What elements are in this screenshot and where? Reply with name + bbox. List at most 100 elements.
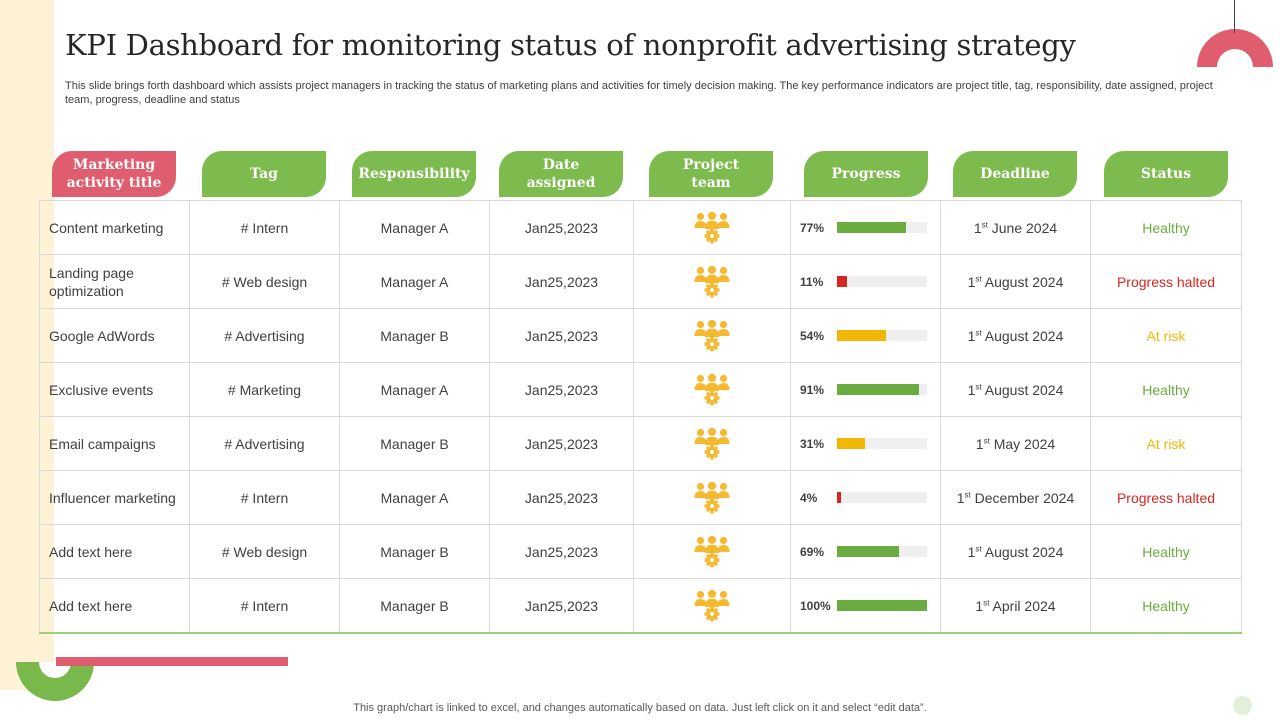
status-cell: Progress halted — [1090, 470, 1242, 525]
activity-title: Landing page optimization — [49, 264, 134, 299]
progress-indicator: 69% — [791, 525, 940, 578]
deadline-day: 1 — [967, 327, 976, 344]
progress-track — [837, 330, 927, 341]
activity-title: Content marketing — [49, 219, 164, 236]
responsibility-cell: Manager A — [339, 200, 490, 255]
progress-bar-fill — [837, 384, 919, 395]
responsibility-text: Manager B — [380, 597, 449, 614]
progress-cell: 69% — [790, 524, 941, 579]
header-title-label: Marketing activity title — [52, 151, 176, 197]
responsibility-cell: Manager A — [339, 254, 490, 309]
progress-indicator: 100% — [791, 579, 940, 632]
progress-track — [837, 384, 927, 395]
tag-cell: # Web design — [189, 524, 340, 579]
deadline-day: 1 — [967, 543, 976, 560]
deadline-text: 1st May 2024 — [976, 436, 1055, 452]
team-gear-icon — [694, 427, 730, 459]
deadline-ordinal: st — [964, 489, 971, 499]
deadline-cell: 1st August 2024 — [940, 308, 1091, 363]
deadline-cell: 1st August 2024 — [940, 254, 1091, 309]
date-cell: Jan25,2023 — [489, 524, 634, 579]
responsibility-cell: Manager A — [339, 362, 490, 417]
responsibility-text: Manager A — [380, 273, 449, 290]
progress-cell: 54% — [790, 308, 941, 363]
deadline-month-year: August 2024 — [981, 381, 1064, 398]
responsibility-text: Manager B — [380, 327, 449, 344]
activity-title-cell: Google AdWords — [39, 308, 190, 363]
activity-title-cell: Content marketing — [39, 200, 190, 255]
responsibility-text: Manager B — [380, 435, 449, 452]
deadline-month-year: April 2024 — [989, 597, 1056, 614]
deadline-month-year: August 2024 — [981, 543, 1064, 560]
progress-track — [837, 222, 927, 233]
progress-bar-fill — [837, 438, 865, 449]
table-row: Influencer marketing # Intern Manager A … — [39, 470, 1242, 525]
deadline-cell: 1st August 2024 — [940, 362, 1091, 417]
status-cell: Progress halted — [1090, 254, 1242, 309]
date-text: Jan25,2023 — [524, 327, 599, 344]
status-text: Progress halted — [1116, 489, 1216, 506]
progress-cell: 4% — [790, 470, 941, 525]
progress-indicator: 54% — [791, 309, 940, 362]
date-cell: Jan25,2023 — [489, 254, 634, 309]
vertical-line-decor — [1234, 0, 1235, 33]
deadline-day: 1 — [975, 435, 984, 452]
table-row: Exclusive events # Marketing Manager A J… — [39, 362, 1242, 417]
status-cell: Healthy — [1090, 578, 1242, 634]
deadline-cell: 1st December 2024 — [940, 470, 1091, 525]
progress-percent: 11% — [800, 274, 824, 289]
activity-title: Email campaigns — [49, 435, 156, 452]
team-cell — [633, 470, 791, 525]
status-text: Healthy — [1142, 219, 1190, 236]
activity-title-cell: Add text here — [39, 578, 190, 634]
progress-bar-fill — [837, 600, 927, 611]
activity-title-cell: Landing page optimization — [39, 254, 190, 309]
green-semicircle-decor — [16, 662, 94, 701]
deadline-month-year: June 2024 — [987, 219, 1058, 236]
responsibility-cell: Manager A — [339, 470, 490, 525]
tag-cell: # Web design — [189, 254, 340, 309]
progress-percent: 100% — [800, 598, 831, 613]
tag-text: # Web design — [221, 273, 308, 290]
header-deadline-label: Deadline — [953, 151, 1077, 197]
progress-indicator: 4% — [791, 471, 940, 524]
deadline-text: 1st August 2024 — [968, 544, 1064, 560]
date-text: Jan25,2023 — [524, 489, 599, 506]
status-text: Healthy — [1142, 543, 1190, 560]
deadline-month-year: May 2024 — [989, 435, 1056, 452]
team-gear-icon — [694, 211, 730, 243]
activity-title-cell: Exclusive events — [39, 362, 190, 417]
progress-bar-fill — [837, 330, 886, 341]
team-gear-icon — [694, 373, 730, 405]
progress-bar-fill — [837, 276, 847, 287]
header-date-label: Date assigned — [499, 151, 623, 197]
progress-indicator: 91% — [791, 363, 940, 416]
progress-indicator: 11% — [791, 255, 940, 308]
progress-percent: 77% — [800, 220, 825, 235]
responsibility-text: Manager A — [380, 219, 449, 236]
date-cell: Jan25,2023 — [489, 578, 634, 634]
status-cell: Healthy — [1090, 524, 1242, 579]
tag-text: # Web design — [221, 543, 308, 560]
progress-percent: 54% — [800, 328, 825, 343]
status-text: Healthy — [1142, 381, 1190, 398]
deadline-month-year: December 2024 — [970, 489, 1075, 506]
progress-bar-fill — [837, 492, 841, 503]
team-cell — [633, 416, 791, 471]
responsibility-cell: Manager B — [339, 578, 490, 634]
activity-title: Add text here — [49, 543, 133, 560]
page-subtitle: This slide brings forth dashboard which … — [65, 80, 1213, 106]
pink-arc-decor — [1197, 29, 1273, 67]
deadline-cell: 1st May 2024 — [940, 416, 1091, 471]
progress-cell: 91% — [790, 362, 941, 417]
deadline-day: 1 — [967, 381, 976, 398]
activity-title-cell: Add text here — [39, 524, 190, 579]
date-cell: Jan25,2023 — [489, 470, 634, 525]
responsibility-text: Manager A — [380, 381, 449, 398]
header-status-label: Status — [1104, 151, 1228, 197]
date-text: Jan25,2023 — [524, 435, 599, 452]
deadline-text: 1st June 2024 — [974, 220, 1057, 236]
progress-track — [837, 492, 927, 503]
progress-percent: 91% — [800, 382, 825, 397]
progress-cell: 11% — [790, 254, 941, 309]
